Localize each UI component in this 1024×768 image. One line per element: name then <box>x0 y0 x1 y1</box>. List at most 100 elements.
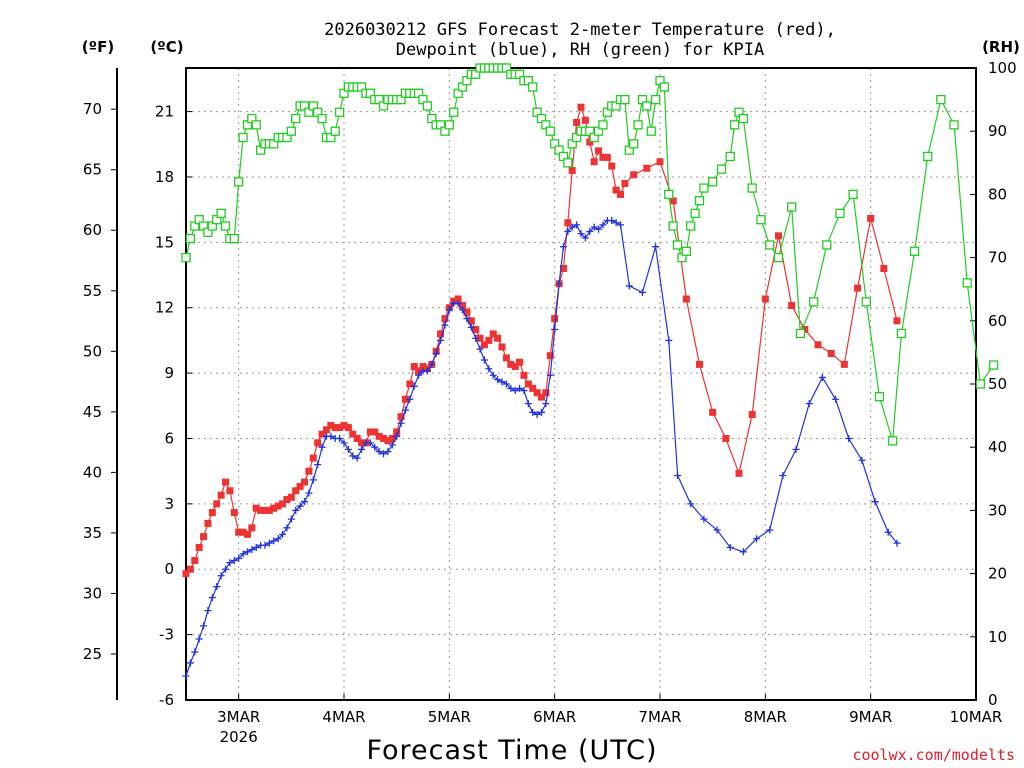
dewpoint-point <box>617 221 624 229</box>
dewpoint-point <box>226 559 234 567</box>
rh-point <box>251 120 261 130</box>
dewpoint-point <box>608 217 616 225</box>
temperature-point <box>599 153 607 161</box>
dewpoint-point <box>208 594 216 602</box>
temperature-point <box>274 502 282 510</box>
temperature-point <box>327 421 335 429</box>
dewpoint-point <box>222 565 229 573</box>
temperature-point <box>344 424 352 432</box>
temperature-point <box>748 411 756 419</box>
temperature-point <box>217 491 225 499</box>
dewpoint-point <box>182 672 190 680</box>
temperature-point <box>507 360 515 368</box>
rh-point <box>216 208 226 219</box>
dewpoint-point <box>204 607 212 615</box>
dewpoint-point <box>235 554 243 562</box>
celsius-tick-label: 15 <box>155 233 174 251</box>
dewpoint-point <box>243 548 251 556</box>
rh-point <box>747 183 757 193</box>
rh-tick-label: 30 <box>988 501 1007 519</box>
temperature-point <box>322 426 330 434</box>
rh-point <box>975 379 986 389</box>
dewpoint-point <box>599 221 607 229</box>
temperature-point <box>239 528 247 536</box>
date-tick-label: 8MAR <box>744 708 787 726</box>
fahrenheit-tick-label: 60 <box>83 221 102 239</box>
rh-point <box>642 101 652 111</box>
temperature-point <box>709 408 717 416</box>
dewpoint-point <box>538 408 545 416</box>
temperature-point <box>788 302 796 310</box>
dewpoint-point <box>314 461 322 469</box>
rh-tick-label: 80 <box>988 185 1007 203</box>
rh-tick-label: 20 <box>988 565 1007 583</box>
rh-point <box>444 120 454 130</box>
dewpoint-point <box>893 539 901 547</box>
temperature-point <box>191 557 199 565</box>
rh-point <box>835 208 845 219</box>
dewpoint-point <box>520 387 528 395</box>
dewpoint-point <box>577 230 585 238</box>
dewpoint-point <box>524 400 532 408</box>
dewpoint-point <box>353 454 361 462</box>
dewpoint-point <box>318 443 326 451</box>
date-tick-label: 10MAR <box>950 708 1003 726</box>
dewpoint-point <box>564 227 572 235</box>
temperature-point <box>494 334 502 342</box>
celsius-tick-label: -3 <box>159 626 174 644</box>
dewpoint-point <box>832 395 840 403</box>
temperature-point <box>318 430 326 438</box>
rh-tick-label: 60 <box>988 312 1007 330</box>
temperature-point <box>415 367 423 375</box>
dewpoint-point <box>384 448 392 456</box>
dewpoint-point <box>195 635 203 643</box>
temperature-point <box>621 180 629 188</box>
temperature-point <box>854 284 861 292</box>
dewpoint-point <box>301 498 308 506</box>
rh-point <box>795 328 806 339</box>
temperature-point <box>454 295 462 303</box>
dewpoint-point <box>494 376 502 384</box>
temperature-point <box>208 509 216 517</box>
dewpoint-point <box>713 526 721 534</box>
temperature-point <box>410 363 418 371</box>
temperature-point <box>309 454 317 462</box>
dewpoint-point <box>871 498 879 506</box>
rh-point <box>708 177 718 187</box>
dewpoint-point <box>358 445 366 453</box>
temperature-point <box>252 504 260 512</box>
temperature-point <box>292 487 300 495</box>
dewpoint-point <box>292 506 300 514</box>
dewpoint-point <box>388 441 396 449</box>
dewpoint-point <box>410 382 418 390</box>
fahrenheit-tick-label: 65 <box>83 161 102 179</box>
dewpoint-point <box>502 380 510 388</box>
chart-title-line-1: 2026030212 GFS Forecast 2-meter Temperat… <box>324 20 836 40</box>
celsius-tick-label: 9 <box>164 364 174 382</box>
dewpoint-point <box>546 371 554 379</box>
dewpoint-point <box>371 443 379 451</box>
dewpoint-point <box>296 502 304 510</box>
temperature-point <box>200 533 208 541</box>
dewpoint-point <box>287 515 295 523</box>
dewpoint-point <box>344 445 352 453</box>
rh-point <box>681 246 691 256</box>
temperature-point <box>301 478 308 486</box>
rh-point <box>528 82 538 92</box>
dewpoint-point <box>638 288 646 296</box>
temperature-point <box>186 565 194 573</box>
dewpoint-point <box>529 408 537 416</box>
temperature-point <box>603 153 611 161</box>
temperature-point <box>630 171 638 179</box>
rh-point <box>633 120 643 130</box>
temperature-point <box>559 264 567 272</box>
dewpoint-point <box>485 365 493 373</box>
temperature-point <box>573 118 581 126</box>
dewpoint-point <box>687 500 695 508</box>
rh-series <box>181 63 999 446</box>
rh-point <box>449 107 459 117</box>
dewpoint-point <box>590 223 598 231</box>
temperature-point <box>257 506 265 514</box>
rh-point <box>738 113 749 124</box>
dewpoint-point <box>507 384 515 392</box>
